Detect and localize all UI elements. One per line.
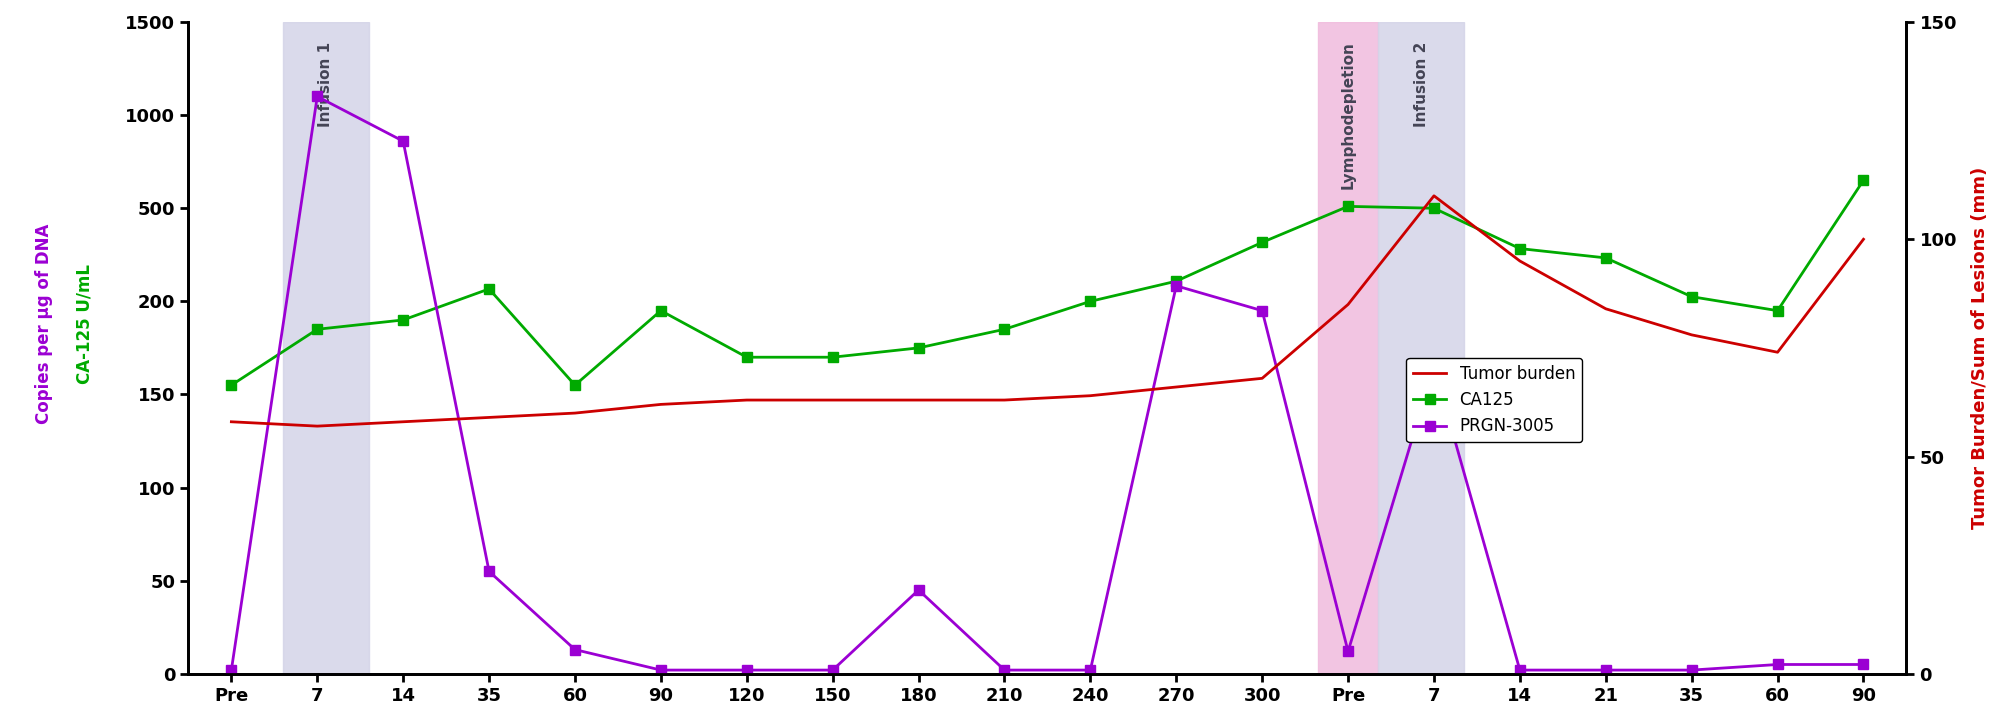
Text: Lymphodepletion: Lymphodepletion [1341,42,1355,189]
Y-axis label: Tumor Burden/Sum of Lesions (mm): Tumor Burden/Sum of Lesions (mm) [1972,167,1990,529]
Bar [1319,22,1379,674]
Bar [1379,22,1465,674]
Text: Infusion 2: Infusion 2 [1413,42,1429,127]
Text: Infusion 1: Infusion 1 [319,42,333,127]
Text: CA-125 U/mL: CA-125 U/mL [76,264,92,384]
Text: Copies per μg of DNA: Copies per μg of DNA [36,224,52,424]
Bar [283,22,369,674]
Legend: Tumor burden, CA125, PRGN-3005: Tumor burden, CA125, PRGN-3005 [1407,358,1581,442]
